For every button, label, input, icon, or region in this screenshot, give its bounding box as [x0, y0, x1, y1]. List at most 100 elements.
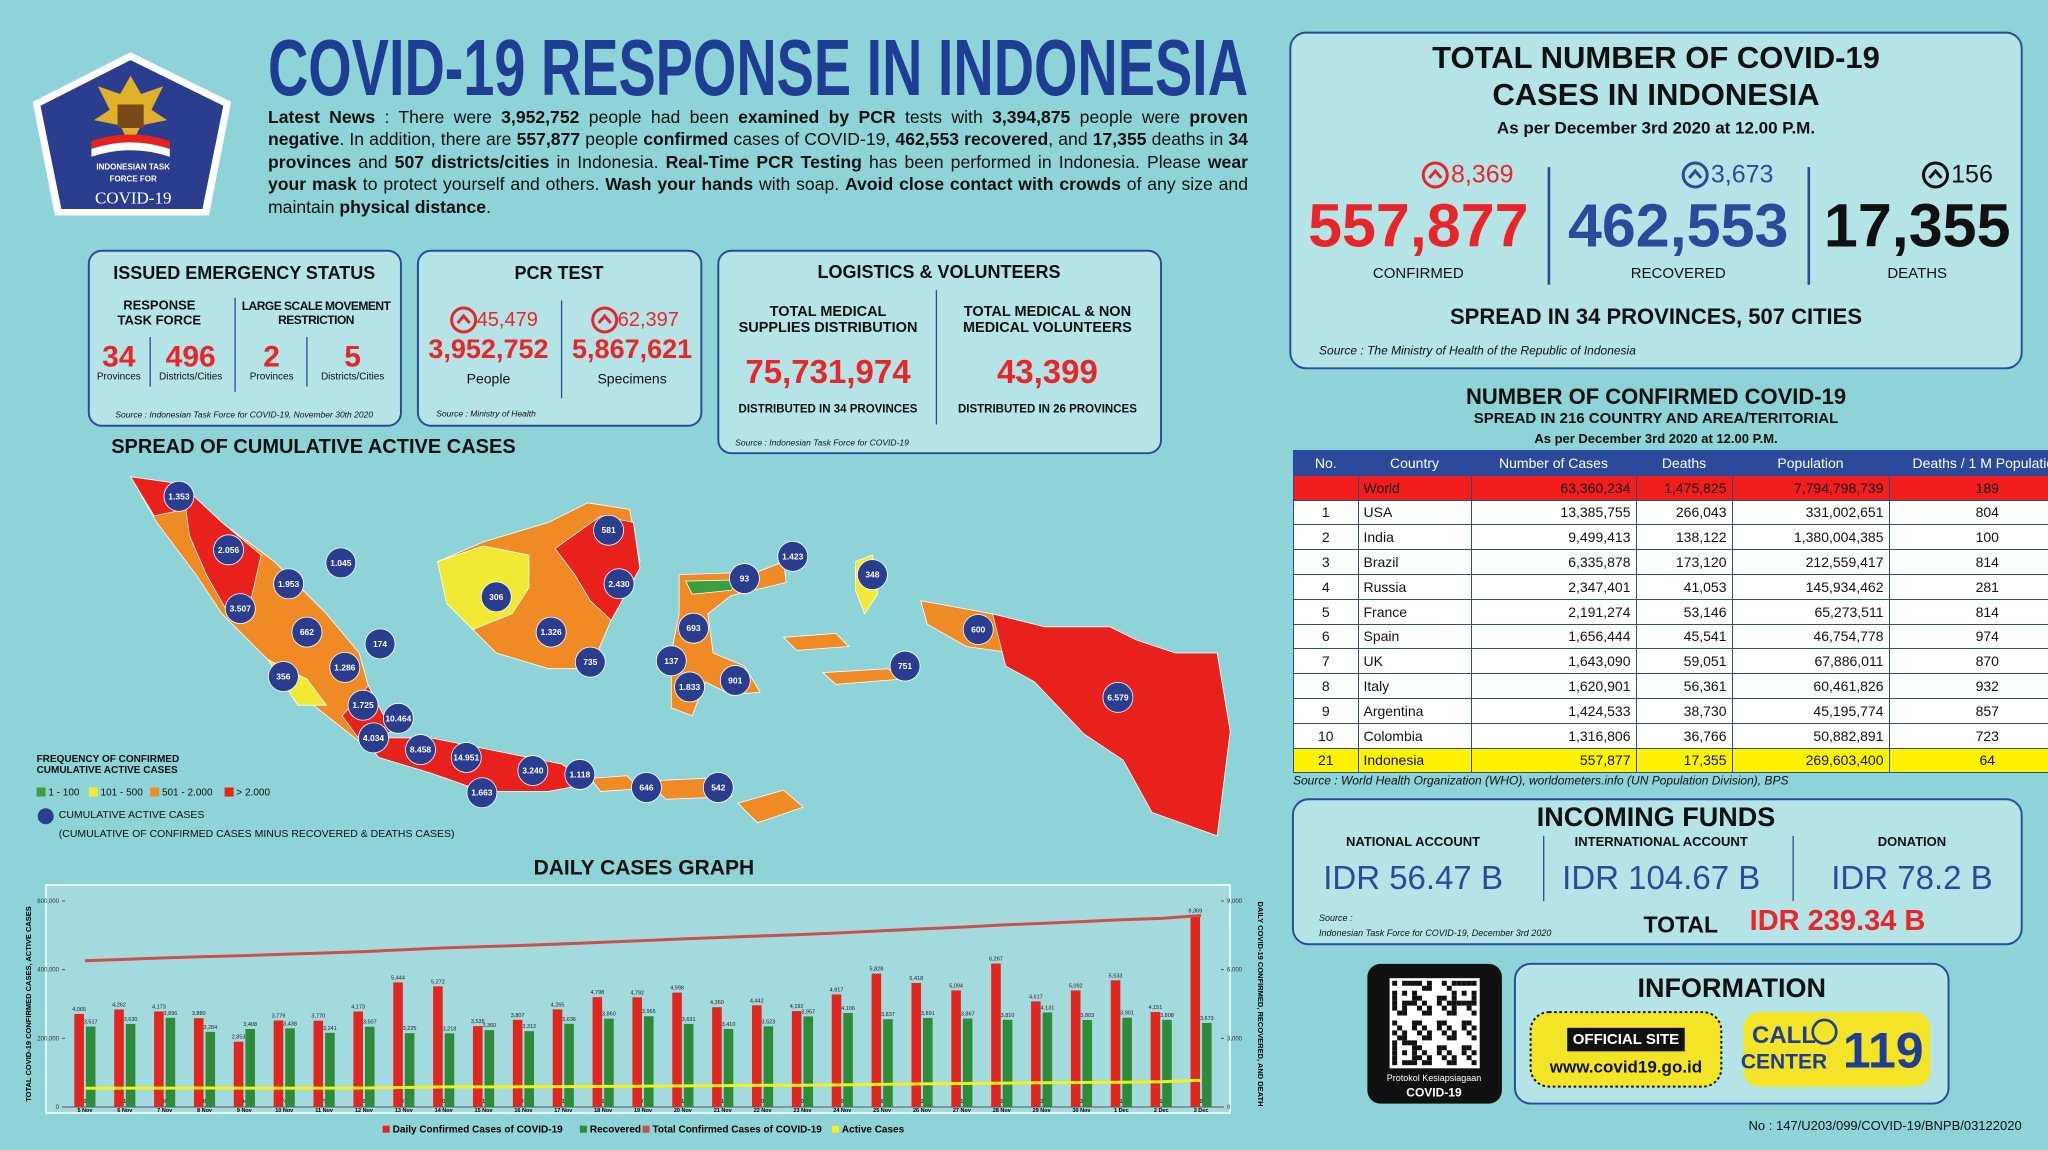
table-cell: 1,380,004,385	[1731, 524, 1890, 551]
map-bubble	[535, 616, 567, 648]
qr-cell	[1397, 1035, 1403, 1041]
table-row: 10 Colombia 1,316,806 36,766 50,882,891 723	[1293, 722, 2048, 749]
table-row: World 63,360,234 1,475,825 7,794,798,739 189	[1293, 474, 2048, 501]
qr-cell	[1421, 985, 1427, 991]
map-bubble	[325, 547, 357, 579]
logistics-label: TOTAL MEDICAL SUPPLIES DISTRIBUTION	[738, 304, 918, 337]
value-label: 3,957	[801, 1009, 815, 1015]
x-tick-label: 30 Nov	[1072, 1108, 1091, 1114]
group-label: LARGE SCALE MOVEMENT RESTRICTION	[241, 299, 391, 327]
region	[782, 633, 850, 651]
bar	[871, 973, 882, 1107]
source: Source : Indonesian Task Force for COVID…	[735, 437, 909, 448]
map-bubble	[719, 665, 751, 696]
news-text: : There were	[375, 107, 502, 127]
table-cell: 45,195,774	[1731, 697, 1890, 724]
value-label: 4,442	[750, 998, 764, 1004]
qr-cell	[1471, 990, 1477, 996]
bubble-label: 1.833	[679, 682, 701, 692]
qr-cell	[1426, 1055, 1432, 1061]
map-bubble	[517, 755, 549, 786]
qr-cell	[1421, 1000, 1427, 1006]
table-cell: 59,051	[1635, 648, 1733, 675]
table-cell: 56,361	[1635, 673, 1733, 699]
map-bubble	[163, 480, 195, 512]
qr-cell	[1412, 1040, 1418, 1046]
table-cell: 4	[1293, 573, 1359, 600]
chart-title: DAILY CASES GRAPH	[533, 856, 755, 880]
bar	[524, 1031, 534, 1107]
x-tick-label: 6 Nov	[117, 1108, 133, 1114]
bar	[962, 1018, 973, 1107]
table-row: 21 Indonesia 557,877 17,355 269,603,400 64	[1293, 747, 2048, 774]
qr-cell	[1417, 995, 1422, 1001]
qr-cell	[1461, 1000, 1467, 1006]
news-text: 557,877	[516, 129, 581, 150]
table-row: 7 UK 1,643,090 59,051 67,886,011 870	[1293, 648, 2048, 675]
table-cell: 189	[1888, 474, 2048, 501]
bar	[404, 1033, 415, 1107]
x-tick-label: 27 Nov	[953, 1108, 972, 1114]
qr-cell	[1392, 995, 1398, 1001]
table-cell: 41,053	[1635, 573, 1733, 600]
bar	[911, 982, 922, 1107]
qr-cell	[1451, 980, 1457, 986]
value-label: 5,418	[909, 976, 923, 982]
qr-cell	[1392, 1030, 1398, 1036]
table-cell: 2,191,274	[1470, 598, 1637, 625]
increase-icon	[456, 313, 471, 324]
bar	[644, 1016, 654, 1107]
value-label: 3,673	[1200, 1016, 1214, 1022]
qr-cell	[1412, 1000, 1418, 1006]
bar	[245, 1028, 255, 1107]
tick-label: 600,000	[37, 899, 59, 905]
map-bubble	[450, 742, 482, 773]
news-text: . In addition, there are	[339, 129, 517, 150]
table-cell: 67,886,011	[1731, 648, 1890, 675]
qr-cell	[1471, 1000, 1477, 1006]
table-cell: 145,934,462	[1731, 573, 1890, 600]
bar	[1082, 1019, 1093, 1107]
bar	[233, 1041, 244, 1107]
qr-cell	[1466, 1005, 1472, 1011]
qr-cell	[1436, 1045, 1442, 1051]
deaths-label: 118	[599, 1099, 608, 1105]
bubble-label: 2.430	[608, 579, 630, 589]
map-bubble	[291, 616, 323, 648]
qr-cell	[1402, 990, 1408, 996]
table-cell: 8	[1293, 673, 1359, 699]
tick-label: 200,000	[37, 1036, 59, 1042]
news-text: physical distance	[339, 196, 487, 217]
qr-cell	[1446, 1050, 1452, 1056]
x-tick-label: 12 Nov	[355, 1108, 374, 1114]
total-label: RECOVERED	[1630, 265, 1726, 282]
value-label: 4,917	[830, 987, 844, 993]
table-row: 2 India 9,499,413 138,122 1,380,004,385 100	[1293, 524, 2048, 551]
table-cell: 1,643,090	[1470, 648, 1637, 675]
table-cell: 1,620,901	[1470, 673, 1637, 699]
qr-cell	[1441, 980, 1447, 986]
qr-cell	[1392, 1055, 1398, 1061]
status-unit: Provinces	[96, 371, 141, 383]
x-tick-label: 16 Nov	[514, 1108, 533, 1114]
map-bubble	[329, 651, 361, 683]
qr-cell	[1441, 1055, 1447, 1061]
qr-cell	[1402, 1040, 1408, 1046]
value-label: 3,803	[1080, 1013, 1094, 1019]
bubble-label: 693	[686, 623, 700, 633]
site-label-box	[1567, 1027, 1685, 1052]
x-tick-label: 22 Nov	[754, 1108, 773, 1114]
bubble-label: 1.326	[540, 627, 562, 637]
deaths-label: 169	[878, 1099, 887, 1105]
table-cell: Argentina	[1357, 697, 1472, 724]
value-label: 4,173	[351, 1004, 365, 1010]
tick-label: 9,000	[1227, 899, 1243, 905]
deaths-label: 156	[1196, 1099, 1205, 1105]
map-bubble	[466, 777, 498, 809]
qr-cell	[1426, 1035, 1432, 1041]
bubble-label: 137	[664, 656, 678, 666]
table-cell: 100	[1888, 524, 2048, 551]
x-tick-label: 11 Nov	[315, 1108, 334, 1114]
qr-pattern	[1392, 980, 1477, 1066]
qr-cell	[1421, 1060, 1427, 1066]
